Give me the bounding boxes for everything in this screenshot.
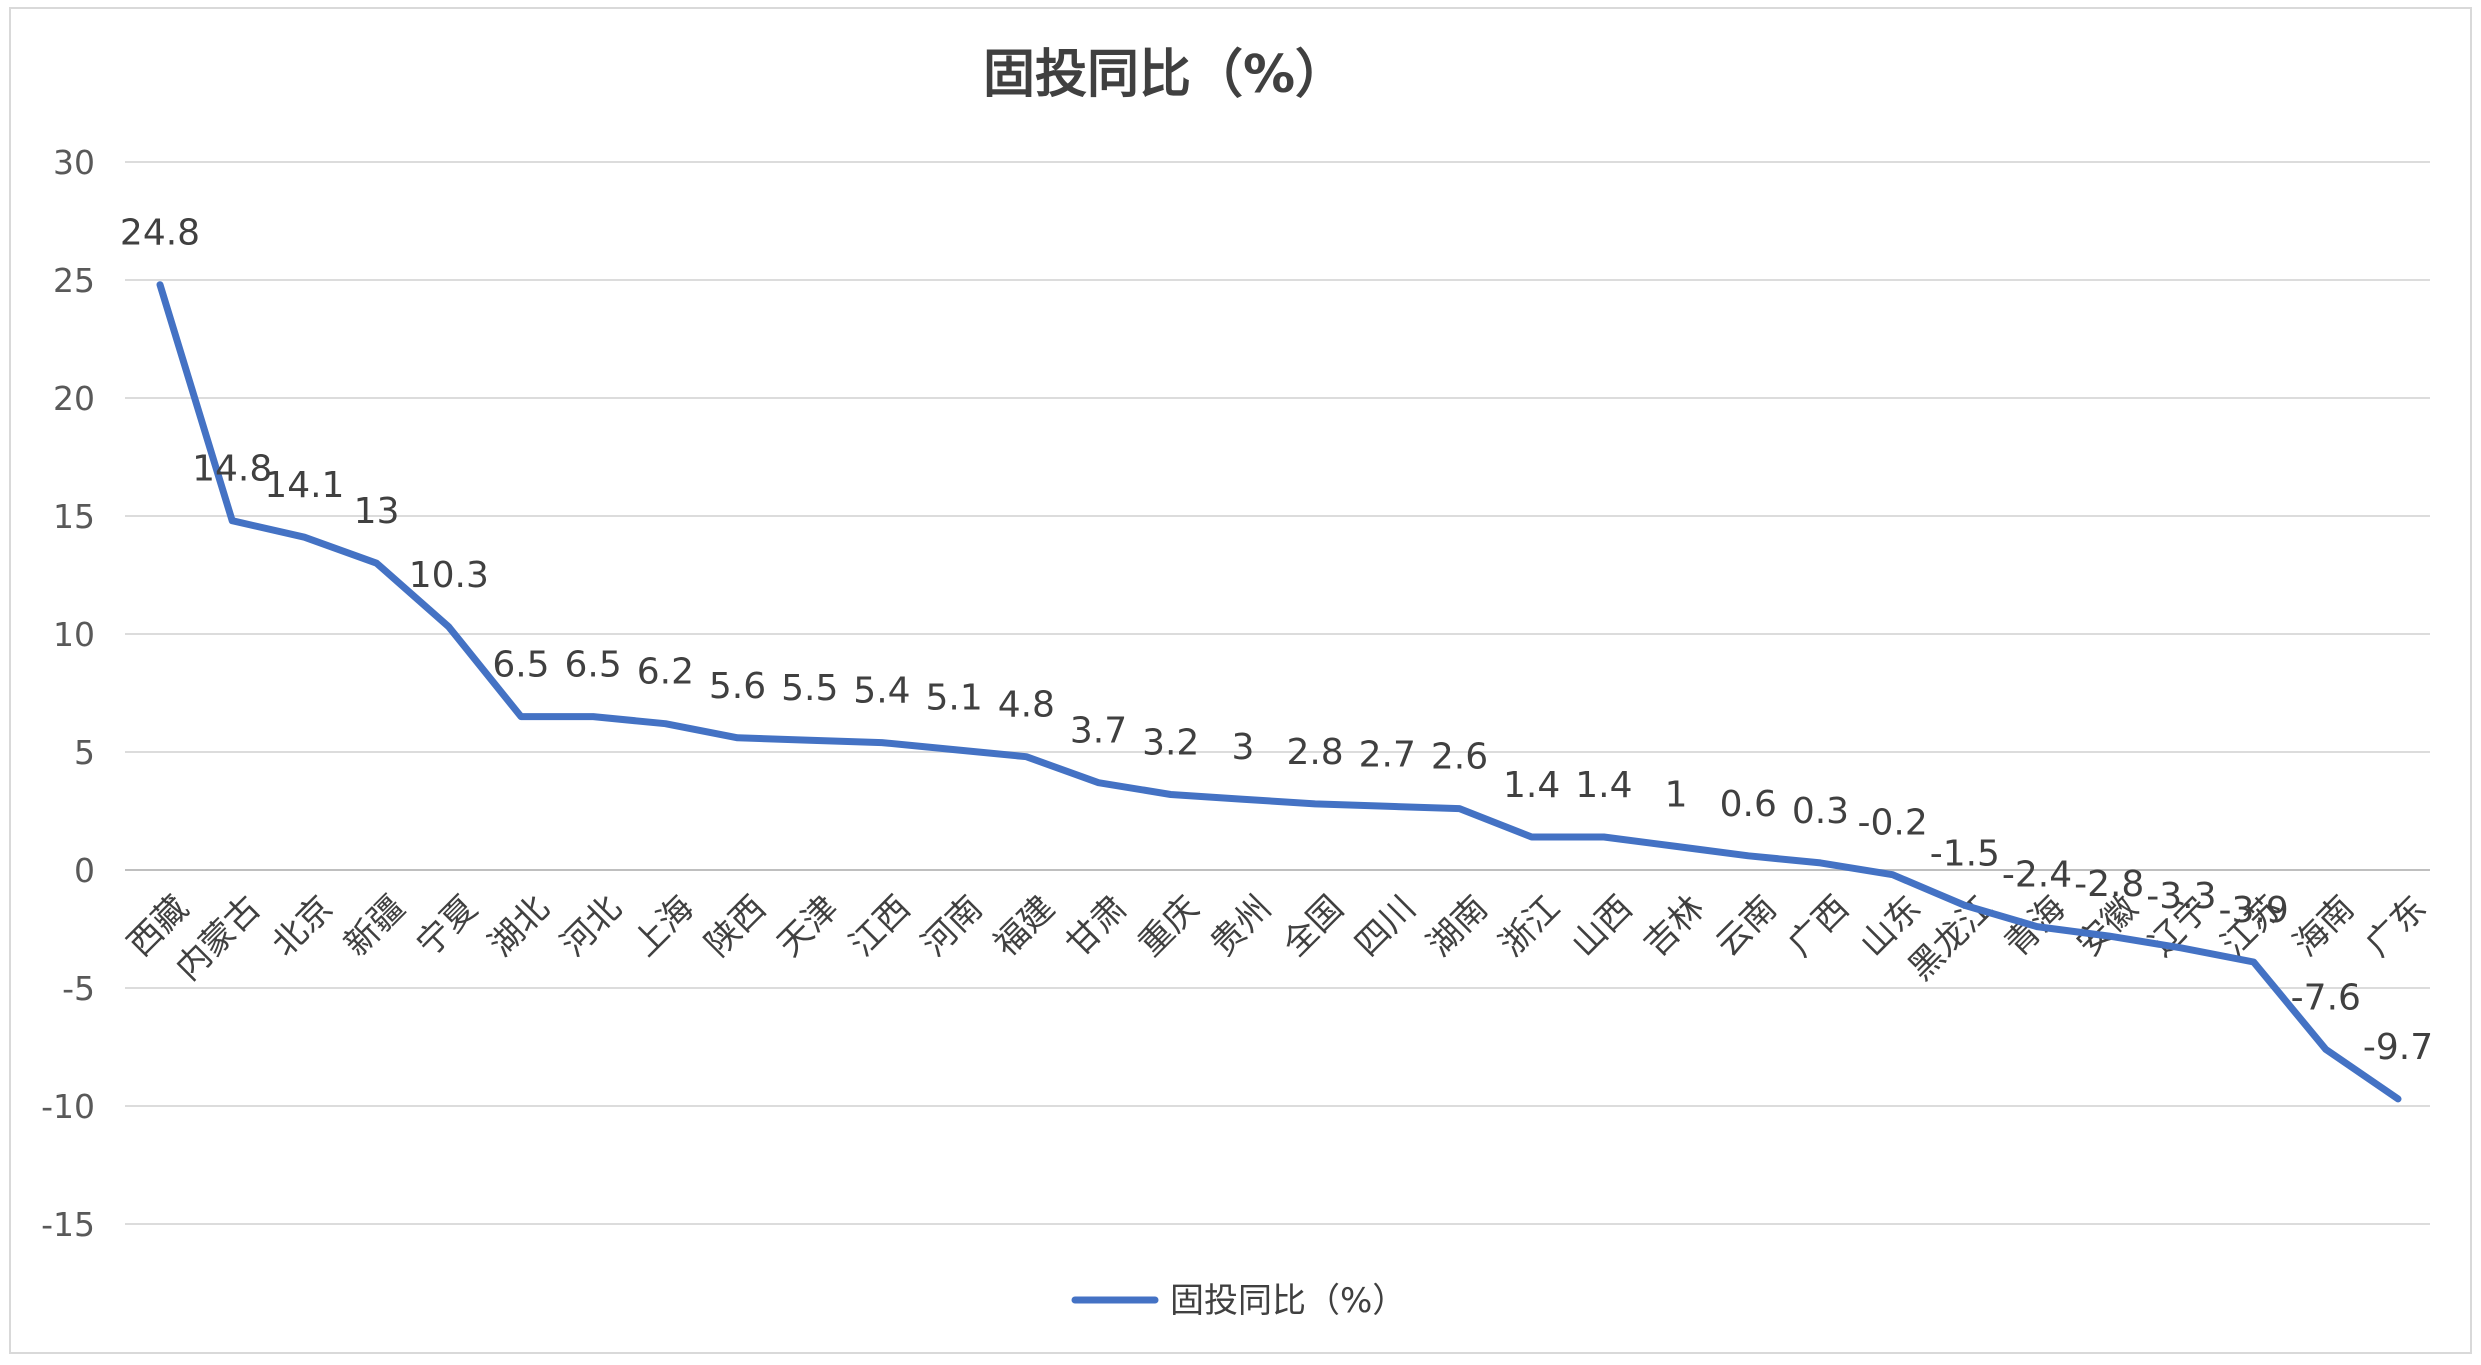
- data-label: 1.4: [1503, 765, 1560, 806]
- data-point: [1818, 860, 1823, 865]
- data-point: [1168, 792, 1173, 797]
- data-label: -3.9: [2218, 890, 2288, 931]
- data-label: 6.5: [492, 645, 549, 686]
- y-tick-label: 30: [53, 143, 95, 182]
- data-point: [2179, 945, 2184, 950]
- data-point: [2035, 924, 2040, 929]
- data-label: 4.8: [998, 685, 1055, 726]
- data-label: 10.3: [409, 555, 489, 596]
- data-label: 14.1: [264, 465, 344, 506]
- data-point: [735, 735, 740, 740]
- data-point: [1890, 872, 1895, 877]
- data-point: [2107, 934, 2112, 939]
- data-point: [591, 714, 596, 719]
- y-tick-label: 15: [53, 497, 95, 536]
- data-label: -1.5: [1930, 833, 2000, 874]
- data-label: 3.7: [1070, 711, 1127, 752]
- chart-title: 固投同比（%）: [983, 45, 1347, 105]
- data-label: 3.2: [1142, 722, 1199, 763]
- data-label: 13: [354, 491, 400, 532]
- data-point: [302, 535, 307, 540]
- data-point: [1962, 903, 1967, 908]
- y-tick-label: 20: [53, 379, 95, 418]
- data-point: [374, 561, 379, 566]
- data-point: [2396, 1096, 2400, 1101]
- data-point: [2323, 1047, 2328, 1052]
- data-label: 6.5: [565, 645, 622, 686]
- data-label: 3: [1231, 727, 1254, 768]
- y-tick-label: 5: [74, 733, 95, 772]
- data-point: [1096, 780, 1101, 785]
- data-point: [1601, 834, 1606, 839]
- data-point: [1313, 801, 1318, 806]
- y-tick-label: -5: [62, 969, 95, 1008]
- grid-lines: [125, 161, 2430, 1225]
- y-tick-label: -15: [41, 1205, 95, 1244]
- data-label: 5.6: [709, 666, 766, 707]
- series-group: [156, 281, 2402, 1103]
- data-label: -0.2: [1858, 803, 1928, 844]
- y-tick-label: 0: [74, 851, 95, 890]
- data-point: [446, 624, 451, 629]
- data-point: [230, 518, 235, 523]
- data-label: 0.3: [1792, 791, 1849, 832]
- data-point: [1674, 844, 1679, 849]
- data-label: 24.8: [120, 213, 200, 254]
- series-line: [156, 281, 2402, 1103]
- data-point: [1457, 806, 1462, 811]
- data-label: 2.6: [1431, 737, 1488, 778]
- data-label: 5.1: [925, 678, 982, 719]
- data-point: [807, 738, 812, 743]
- y-tick-label: -10: [41, 1087, 95, 1126]
- data-point: [663, 721, 668, 726]
- data-label: 5.5: [781, 668, 838, 709]
- data-point: [952, 747, 957, 752]
- legend-label: 固投同比（%）: [1170, 1281, 1406, 1321]
- data-label: -9.7: [2363, 1027, 2433, 1068]
- data-label: -7.6: [2291, 977, 2361, 1018]
- data-label: 5.4: [853, 671, 910, 712]
- data-label: 1.4: [1575, 765, 1632, 806]
- data-point: [1240, 797, 1245, 802]
- data-label: -2.8: [2074, 864, 2144, 905]
- data-label: 14.8: [192, 449, 272, 490]
- data-label: 2.7: [1359, 734, 1416, 775]
- data-point: [158, 282, 162, 287]
- data-label: 1: [1665, 774, 1688, 815]
- data-point: [2251, 960, 2256, 965]
- data-label: 6.2: [637, 652, 694, 693]
- data-point: [879, 740, 884, 745]
- data-label: 0.6: [1720, 784, 1777, 825]
- y-axis: 30 25 20 15 10 5 0 -5 -10 -15: [41, 143, 95, 1244]
- data-point: [1746, 853, 1751, 858]
- data-point: [1385, 804, 1390, 809]
- y-tick-label: 25: [53, 261, 95, 300]
- data-label: -2.4: [2002, 855, 2072, 896]
- data-point: [1024, 754, 1029, 759]
- data-point: [518, 714, 523, 719]
- data-label: 2.8: [1286, 732, 1343, 773]
- data-point: [1529, 834, 1534, 839]
- y-tick-label: 10: [53, 615, 95, 654]
- data-label: -3.3: [2146, 876, 2216, 917]
- legend: 固投同比（%）: [1071, 1281, 1406, 1321]
- chart-border: [9, 7, 2472, 1354]
